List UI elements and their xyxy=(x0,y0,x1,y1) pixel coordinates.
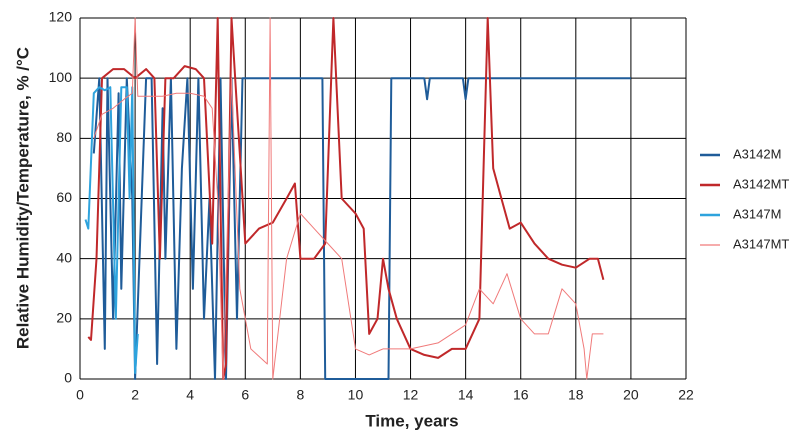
legend-label: A3142MT xyxy=(733,176,789,191)
y-tick-label: 20 xyxy=(56,310,72,326)
y-tick-label: 60 xyxy=(56,189,72,205)
legend-label: A3142M xyxy=(733,146,781,161)
x-tick-label: 22 xyxy=(678,387,694,403)
y-tick-label: 40 xyxy=(56,249,72,265)
x-axis-label: Time, years xyxy=(365,411,458,430)
x-tick-label: 14 xyxy=(458,387,474,403)
x-tick-label: 0 xyxy=(76,387,84,403)
data-line xyxy=(93,17,604,380)
legend-label: A3147MT xyxy=(733,236,789,251)
data-line xyxy=(92,77,631,380)
data-line xyxy=(87,17,605,380)
y-axis-label: Relative Humidity/Temperature, % /°C xyxy=(13,47,32,349)
x-tick-label: 12 xyxy=(403,387,419,403)
y-tick-label: 120 xyxy=(49,9,73,25)
x-tick-label: 8 xyxy=(296,387,304,403)
x-tick-label: 10 xyxy=(348,387,364,403)
legend-label: A3147M xyxy=(733,206,781,221)
x-tick-label: 6 xyxy=(241,387,249,403)
y-tick-label: 80 xyxy=(56,129,72,145)
x-tick-label: 18 xyxy=(568,387,584,403)
y-tick-label: 0 xyxy=(64,370,72,386)
x-tick-label: 16 xyxy=(513,387,529,403)
x-tick-label: 20 xyxy=(623,387,639,403)
y-tick-label: 100 xyxy=(49,69,73,85)
x-tick-label: 4 xyxy=(186,387,194,403)
x-tick-label: 2 xyxy=(131,387,139,403)
